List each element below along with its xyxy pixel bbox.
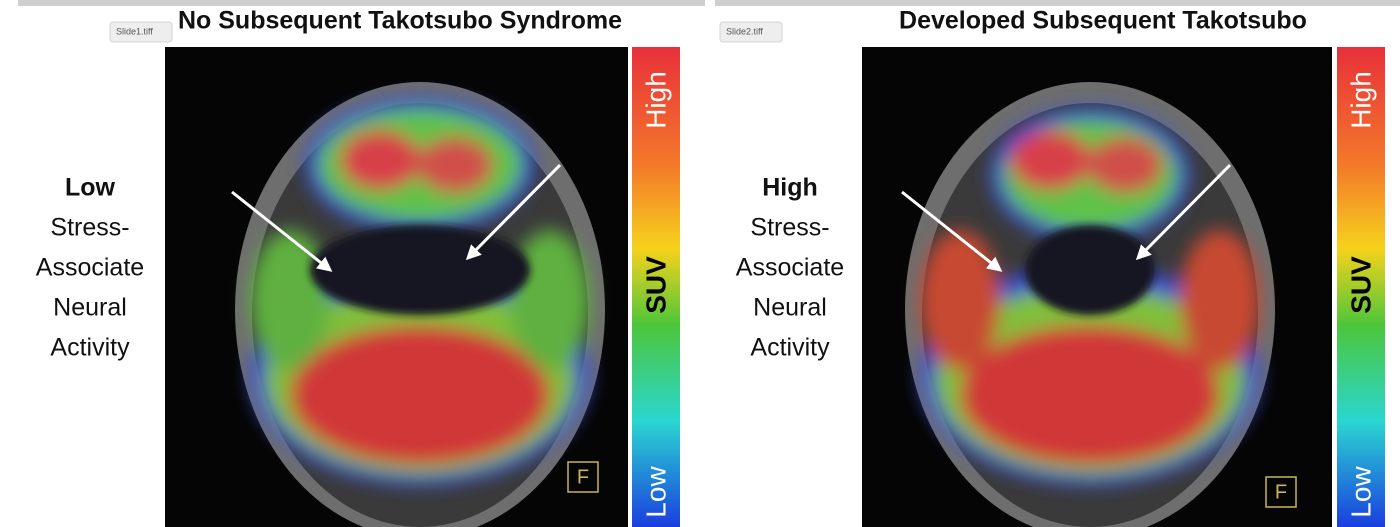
activity-line: Neural (753, 294, 827, 322)
scale-high: High (1345, 71, 1376, 129)
arrow (465, 163, 562, 261)
dark-region (310, 225, 530, 315)
panel: F High SUV Low Slide1.tiff No Subsequent Tako… (36, 7, 680, 527)
file-tab (109, 21, 173, 43)
uptake-hot (340, 130, 420, 190)
activity-line: Activity (50, 334, 130, 362)
orientation-marker: F (577, 466, 589, 488)
activity-level: Low (65, 174, 116, 202)
scale-low: Low (640, 466, 671, 518)
uptake-hot (290, 325, 550, 465)
orientation-box (567, 461, 599, 493)
activity-line: Activity (750, 334, 830, 362)
dark-region (1025, 225, 1155, 315)
scale-high: High (640, 71, 671, 129)
uptake-hot (960, 325, 1220, 465)
uptake-hot (1010, 130, 1090, 190)
uptake-hot (1087, 137, 1163, 193)
activity-line: Neural (53, 294, 127, 322)
uptake-mid (250, 230, 330, 370)
activity-line: Associate (736, 254, 844, 282)
file-tab-label: Slide1.tiff (116, 26, 153, 36)
color-scale (1337, 47, 1385, 527)
file-tab-label: Slide2.tiff (726, 26, 763, 36)
arrow (1135, 163, 1232, 261)
orientation-box (1265, 476, 1297, 508)
activity-line: Stress- (750, 214, 829, 242)
arrow (231, 190, 333, 272)
activity-level: High (762, 174, 818, 202)
uptake-hot (417, 137, 493, 193)
uptake (920, 107, 1260, 485)
orientation-marker: F (1275, 481, 1287, 503)
arrow (901, 190, 1003, 272)
panel-title: Developed Subsequent Takotsubo (899, 7, 1307, 35)
activity-line: Stress- (50, 214, 129, 242)
uptake-mid (920, 230, 1000, 370)
scale-low: Low (1345, 466, 1376, 518)
uptake-mid (1180, 230, 1260, 370)
panel: F High SUV Low Slide2.tiff Developed Subseque… (719, 7, 1385, 527)
file-tab (719, 21, 783, 43)
uptake (250, 97, 590, 485)
color-scale (632, 47, 680, 527)
scale-label: SUV (1345, 256, 1376, 314)
top-bar (715, 0, 1400, 6)
uptake-mid (510, 230, 590, 370)
top-bar (18, 0, 705, 6)
panel-title: No Subsequent Takotsubo Syndrome (178, 7, 622, 35)
activity-line: Associate (36, 254, 144, 282)
scale-label: SUV (640, 256, 671, 314)
